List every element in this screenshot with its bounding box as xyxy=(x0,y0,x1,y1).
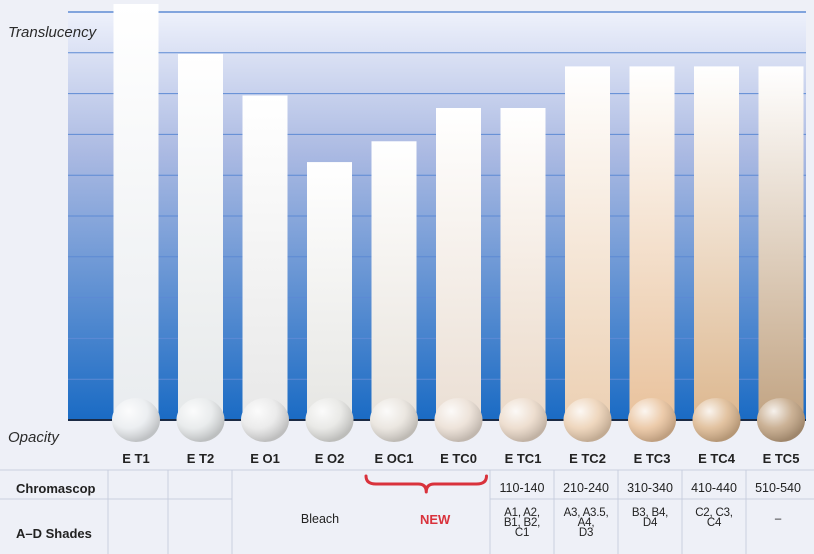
category-label: E TC4 xyxy=(698,451,735,466)
shade-sample-highlight xyxy=(628,398,676,442)
spheres xyxy=(112,398,805,442)
category-label: E TC0 xyxy=(440,451,477,466)
y-axis-label: Translucency xyxy=(8,24,97,41)
shade-sample-highlight xyxy=(112,398,160,442)
chromascop-value: 310-340 xyxy=(627,481,673,495)
bleach-label: Bleach xyxy=(300,512,340,526)
shade-sample-highlight xyxy=(434,398,483,442)
shade-sample-highlight xyxy=(499,398,547,442)
category-label: E TC1 xyxy=(504,451,542,466)
category-label: E T1 xyxy=(122,451,150,466)
bar-e-tc3 xyxy=(629,66,675,421)
shade-line: C4 xyxy=(706,517,722,529)
shade-line: D3 xyxy=(578,527,594,539)
shade-line: B1, B2, xyxy=(503,517,541,529)
bar-e-o1 xyxy=(242,95,288,421)
chromascop-value: 210-240 xyxy=(563,481,609,495)
shade-line: – xyxy=(774,513,782,525)
shade-sample-highlight xyxy=(241,398,289,442)
category-label: E OC1 xyxy=(374,451,414,466)
bar-e-tc0 xyxy=(436,108,481,420)
shade-sample-highlight xyxy=(305,398,354,442)
shade-line: C1 xyxy=(514,527,530,539)
bar-e-tc2 xyxy=(565,66,610,421)
category-label: E T2 xyxy=(186,451,215,466)
bar-e-o2 xyxy=(307,162,352,420)
new-brace xyxy=(364,474,488,494)
shade-value: B3, B4, D4 xyxy=(618,507,682,529)
chromascop-value: 110-140 xyxy=(499,481,545,495)
category-label: E TC3 xyxy=(633,451,671,466)
shade-line: D4 xyxy=(642,517,658,529)
shade-line: C2, C3, xyxy=(695,507,733,519)
shade-sample-highlight xyxy=(692,398,741,442)
shade-value: A1, A2, B1, B2, C1 xyxy=(490,507,554,539)
chromascop-value: 410-440 xyxy=(691,481,737,495)
bar-e-t2 xyxy=(178,53,223,421)
bar-e-t1 xyxy=(113,4,159,420)
x-axis-label: Opacity xyxy=(8,429,59,446)
new-label: NEW xyxy=(420,512,451,527)
chromascop-row-header: Chromascop xyxy=(16,481,96,496)
shade-sample-highlight xyxy=(370,398,418,442)
bar-e-tc5 xyxy=(758,66,804,421)
category-label: E O2 xyxy=(314,451,345,466)
bar-e-tc1 xyxy=(500,108,546,420)
shade-sample-highlight xyxy=(176,398,225,442)
shade-line: A1, A2, xyxy=(504,507,540,519)
shades-row-header: A–D Shades xyxy=(16,526,92,541)
chromascop-value: 510-540 xyxy=(755,481,801,495)
bar-e-tc4 xyxy=(694,66,739,421)
shade-value: A3, A3.5, A4, D3 xyxy=(554,507,618,539)
shade-sample-highlight xyxy=(563,398,612,442)
shade-sample-highlight xyxy=(757,398,805,442)
bars xyxy=(113,4,804,421)
shade-value: – xyxy=(746,513,810,525)
category-label: E TC5 xyxy=(762,451,800,466)
table-lines xyxy=(0,469,814,554)
category-label: E TC2 xyxy=(569,451,606,466)
shade-line: A3, A3.5, xyxy=(563,507,609,519)
shade-line: B3, B4, xyxy=(631,507,669,519)
shade-value: C2, C3, C4 xyxy=(682,507,746,529)
bar-e-oc1 xyxy=(371,141,417,420)
shade-line: A4, xyxy=(577,517,595,529)
category-label: E O1 xyxy=(250,451,280,466)
